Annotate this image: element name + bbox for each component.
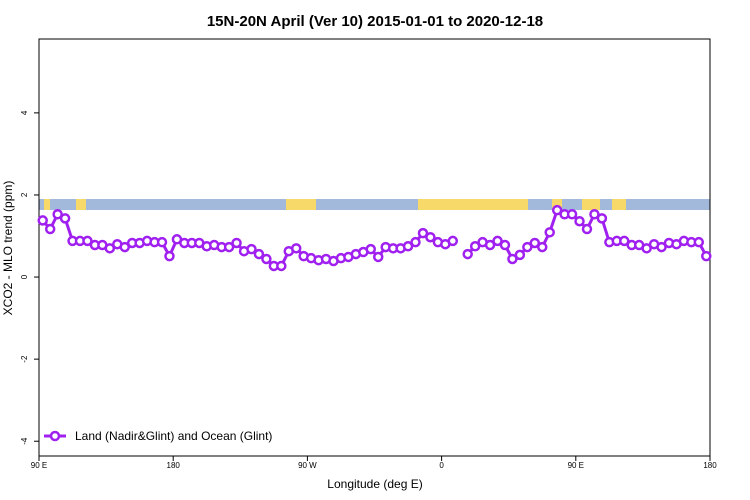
data-point — [522, 241, 533, 253]
data-point — [447, 235, 459, 247]
data-point — [492, 235, 503, 247]
data-point — [693, 236, 705, 248]
y-tick-label: 2 — [20, 192, 29, 197]
data-point — [223, 241, 235, 253]
data-point — [619, 235, 630, 247]
data-point — [276, 260, 287, 272]
data-point — [402, 241, 414, 252]
y-tick-label: -2 — [20, 355, 29, 363]
x-tick-label: 90 E — [31, 461, 47, 470]
data-point — [701, 250, 712, 262]
y-axis-label: XCO2 - MLO trend (ppm) — [1, 181, 15, 316]
data-point — [596, 213, 608, 224]
data-point — [246, 243, 257, 255]
data-point — [499, 239, 511, 251]
x-tick-label: 90 E — [568, 461, 584, 470]
data-point — [574, 215, 585, 227]
data-point — [551, 204, 563, 216]
data-point — [425, 231, 436, 243]
data-point — [641, 243, 652, 254]
data-point — [656, 241, 667, 253]
x-tick-label: 90 W — [298, 461, 317, 470]
data-point — [52, 209, 63, 220]
data-point — [104, 243, 116, 254]
data-point — [484, 239, 496, 251]
data-point — [417, 227, 429, 239]
series-line — [466, 207, 708, 262]
data-point — [529, 237, 541, 249]
series-line — [41, 212, 454, 268]
y-tick-label: -4 — [20, 437, 29, 445]
chart-title: 15N-20N April (Ver 10) 2015-01-01 to 202… — [207, 13, 543, 30]
data-point — [507, 253, 518, 265]
data-point — [544, 227, 555, 238]
legend-marker — [49, 430, 61, 442]
data-point — [37, 215, 48, 226]
x-tick-label: 180 — [167, 461, 181, 470]
data-point — [462, 248, 473, 260]
data-point — [469, 241, 481, 252]
data-point — [253, 248, 265, 260]
x-tick-label: 180 — [703, 461, 717, 470]
data-point — [290, 243, 302, 254]
data-point — [231, 237, 242, 249]
data-point — [372, 251, 384, 263]
data-point — [164, 250, 175, 262]
data-point — [537, 241, 548, 253]
x-tick-label: 0 — [439, 461, 444, 470]
data-point — [119, 241, 130, 253]
data-point — [581, 223, 593, 235]
data-point — [82, 235, 93, 247]
data-point — [365, 243, 377, 255]
data-point — [589, 209, 600, 220]
land-mask-band — [39, 199, 710, 210]
data-point — [410, 236, 421, 248]
plot-frame — [38, 38, 711, 457]
legend-label: Land (Nadir&Glint) and Ocean (Glint) — [75, 429, 272, 443]
y-tick-label: 0 — [20, 274, 29, 279]
data-point — [156, 236, 168, 248]
data-point — [261, 253, 272, 265]
x-axis-label: Longitude (deg E) — [327, 477, 422, 491]
data-point — [514, 249, 526, 261]
legend: Land (Nadir&Glint) and Ocean (Glint) — [44, 429, 272, 443]
y-tick-label: 4 — [20, 110, 29, 115]
data-point — [566, 209, 578, 220]
data-point — [44, 223, 56, 235]
data-point — [59, 213, 71, 224]
